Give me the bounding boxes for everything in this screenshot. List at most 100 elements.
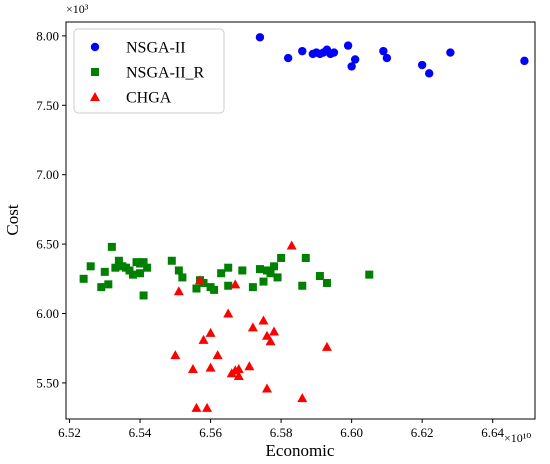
point-nsga-ii-r bbox=[224, 281, 233, 290]
point-nsga-ii-r bbox=[298, 281, 307, 290]
point-nsga-ii-r bbox=[248, 283, 257, 292]
point-nsga-ii-r bbox=[273, 273, 282, 282]
point-nsga-ii-r bbox=[178, 273, 187, 282]
legend: NSGA-II NSGA-II_R CHGA bbox=[73, 28, 225, 114]
x-axis-label: Economic bbox=[266, 441, 335, 460]
legend-marker-chga bbox=[90, 92, 100, 101]
point-chga bbox=[233, 364, 244, 374]
x-tick-label: 6.56 bbox=[199, 425, 222, 440]
legend-box bbox=[73, 28, 225, 114]
point-chga bbox=[223, 308, 234, 318]
point-nsga-ii-r bbox=[322, 278, 331, 287]
point-nsga-ii-r bbox=[129, 270, 137, 279]
point-nsga-ii-r bbox=[114, 256, 123, 265]
point-nsga-ii-r bbox=[277, 253, 286, 262]
point-chga bbox=[265, 336, 276, 346]
point-chga bbox=[230, 279, 241, 289]
point-chga bbox=[244, 361, 255, 371]
point-nsga-ii-r bbox=[210, 285, 219, 294]
y-tick-label: 7.00 bbox=[36, 167, 59, 182]
point-nsga-ii-r bbox=[301, 253, 310, 262]
x-tick-label: 6.60 bbox=[340, 425, 363, 440]
point-nsga-ii bbox=[446, 48, 455, 57]
x-tick-label: 6.54 bbox=[129, 425, 152, 440]
point-nsga-ii-r bbox=[97, 283, 106, 292]
y-tick-label: 6.50 bbox=[36, 237, 59, 252]
point-nsga-ii-r bbox=[238, 266, 247, 275]
point-nsga-ii-r bbox=[266, 269, 275, 278]
point-chga bbox=[205, 362, 216, 372]
point-nsga-ii bbox=[417, 60, 427, 70]
x-tick-label: 6.52 bbox=[58, 425, 81, 440]
x-axis-multiplier: ×10¹⁰ bbox=[504, 431, 531, 445]
y-tick-label: 7.50 bbox=[36, 98, 59, 113]
point-chga bbox=[233, 370, 244, 380]
point-nsga-ii bbox=[283, 53, 293, 63]
point-nsga-ii bbox=[329, 48, 339, 57]
legend-marker-nsga-ii bbox=[90, 42, 100, 52]
point-nsga-ii-r bbox=[315, 272, 324, 281]
legend-marker-nsga-ii-r bbox=[91, 68, 99, 76]
point-nsga-ii-r bbox=[125, 266, 134, 275]
x-tick-label: 6.64 bbox=[481, 425, 504, 440]
point-chga bbox=[262, 383, 272, 393]
point-nsga-ii bbox=[343, 41, 353, 50]
point-nsga-ii-r bbox=[365, 270, 374, 279]
legend-label-nsga-ii: NSGA-II bbox=[126, 40, 186, 57]
point-chga bbox=[191, 402, 202, 412]
point-nsga-ii bbox=[255, 33, 265, 42]
point-nsga-ii-r bbox=[86, 262, 95, 271]
y-tick-label: 5.50 bbox=[36, 375, 59, 390]
point-nsga-ii-r bbox=[217, 269, 226, 278]
point-nsga-ii-r bbox=[136, 269, 145, 278]
point-nsga-ii-r bbox=[255, 265, 264, 274]
data-points bbox=[79, 33, 529, 412]
point-chga bbox=[262, 330, 272, 340]
point-chga bbox=[198, 334, 209, 344]
point-nsga-ii bbox=[425, 69, 434, 78]
point-nsga-ii-r bbox=[111, 263, 120, 272]
x-axis: 6.52 6.54 6.56 6.58 6.60 6.62 6.64 bbox=[58, 419, 505, 440]
point-nsga-ii bbox=[298, 46, 307, 56]
point-chga bbox=[258, 315, 269, 325]
point-nsga-ii-r bbox=[139, 258, 148, 267]
point-nsga-ii-r bbox=[100, 267, 109, 276]
point-chga bbox=[212, 350, 223, 360]
point-chga bbox=[269, 326, 280, 336]
y-tick-label: 6.00 bbox=[36, 306, 59, 321]
point-chga bbox=[170, 350, 181, 360]
x-tick-label: 6.58 bbox=[270, 425, 293, 440]
point-nsga-ii bbox=[350, 55, 360, 64]
point-chga bbox=[173, 286, 184, 296]
plot-frame bbox=[65, 21, 536, 420]
legend-label-chga: CHGA bbox=[126, 90, 172, 107]
point-chga bbox=[247, 322, 258, 332]
legend-label-nsga-ii-r: NSGA-II_R bbox=[126, 65, 205, 82]
point-nsga-ii-r bbox=[104, 280, 113, 289]
point-nsga-ii bbox=[520, 56, 529, 66]
y-axis-multiplier: ×10³ bbox=[66, 2, 89, 16]
point-nsga-ii-r bbox=[259, 277, 268, 286]
point-nsga-ii-r bbox=[270, 262, 279, 271]
point-chga bbox=[195, 275, 205, 285]
point-nsga-ii-r bbox=[174, 266, 183, 275]
y-axis: 5.50 6.00 6.50 7.00 7.50 8.00 bbox=[36, 28, 66, 390]
point-nsga-ii-r bbox=[192, 284, 201, 293]
point-nsga-ii bbox=[382, 53, 392, 63]
point-chga bbox=[205, 327, 216, 337]
point-nsga-ii-r bbox=[167, 256, 176, 265]
y-tick-label: 8.00 bbox=[36, 28, 59, 43]
point-chga bbox=[321, 341, 332, 351]
point-nsga-ii-r bbox=[79, 274, 88, 283]
x-tick-label: 6.62 bbox=[411, 425, 434, 440]
point-nsga-ii-r bbox=[107, 242, 116, 251]
point-chga bbox=[297, 393, 308, 403]
point-nsga-ii bbox=[347, 62, 356, 71]
point-chga bbox=[286, 240, 297, 250]
point-nsga-ii bbox=[379, 46, 388, 56]
y-axis-label: Cost bbox=[3, 204, 22, 235]
point-nsga-ii-r bbox=[224, 263, 233, 272]
point-nsga-ii-r bbox=[139, 291, 148, 300]
point-chga bbox=[202, 402, 213, 412]
